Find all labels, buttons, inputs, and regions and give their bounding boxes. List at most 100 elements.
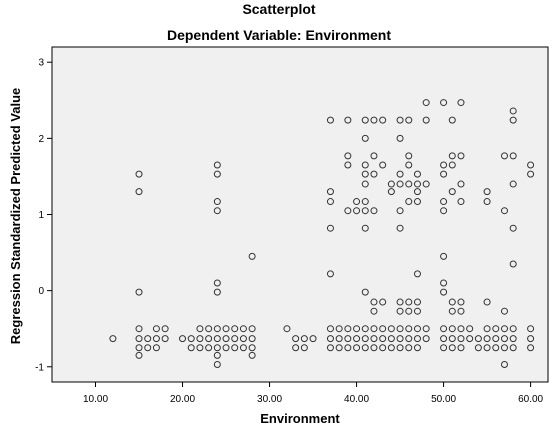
y-tick-label: 1 xyxy=(38,210,44,221)
data-point xyxy=(396,224,404,232)
data-point xyxy=(370,335,378,343)
data-point xyxy=(483,344,491,352)
data-point xyxy=(405,325,413,333)
data-point xyxy=(361,224,369,232)
y-tick-label: -1 xyxy=(35,362,44,373)
data-point xyxy=(213,344,221,352)
data-point xyxy=(396,116,404,124)
data-point xyxy=(413,188,421,196)
data-point xyxy=(361,116,369,124)
x-axis-title: Environment xyxy=(260,411,340,426)
data-point xyxy=(387,188,395,196)
data-point xyxy=(457,152,465,160)
data-point xyxy=(509,116,517,124)
data-point xyxy=(187,344,195,352)
data-point xyxy=(413,198,421,206)
data-point xyxy=(457,344,465,352)
data-point xyxy=(213,198,221,206)
data-point xyxy=(379,335,387,343)
data-point xyxy=(353,198,361,206)
data-point xyxy=(396,298,404,306)
data-point xyxy=(361,335,369,343)
data-point xyxy=(292,344,300,352)
data-point xyxy=(370,307,378,315)
data-point xyxy=(405,116,413,124)
y-axis: -1 0 1 2 3 xyxy=(35,58,52,373)
data-point xyxy=(213,207,221,215)
data-point xyxy=(161,335,169,343)
data-point xyxy=(361,161,369,169)
data-point xyxy=(361,207,369,215)
data-point xyxy=(457,99,465,107)
data-point xyxy=(135,325,143,333)
data-point xyxy=(422,99,430,107)
data-point xyxy=(500,307,508,315)
data-point xyxy=(509,152,517,160)
data-point xyxy=(527,325,535,333)
data-point xyxy=(213,279,221,287)
data-point xyxy=(405,161,413,169)
data-point xyxy=(440,252,448,260)
data-point xyxy=(396,335,404,343)
data-point xyxy=(300,335,308,343)
data-point xyxy=(457,307,465,315)
data-point xyxy=(492,344,500,352)
data-point xyxy=(370,170,378,178)
data-point xyxy=(344,152,352,160)
data-point xyxy=(500,344,508,352)
data-point xyxy=(422,325,430,333)
data-point xyxy=(361,344,369,352)
data-point xyxy=(135,188,143,196)
data-point xyxy=(135,335,143,343)
data-point xyxy=(413,298,421,306)
data-point xyxy=(309,335,317,343)
data-point xyxy=(231,335,239,343)
data-point xyxy=(213,351,221,359)
data-point xyxy=(474,344,482,352)
data-point xyxy=(440,288,448,296)
data-point xyxy=(231,344,239,352)
data-point xyxy=(448,307,456,315)
y-tick-label: 3 xyxy=(38,58,44,69)
plot-area xyxy=(51,46,549,383)
data-point xyxy=(448,298,456,306)
data-point xyxy=(457,335,465,343)
data-point xyxy=(492,335,500,343)
data-point xyxy=(448,152,456,160)
data-point xyxy=(326,198,334,206)
data-point xyxy=(413,344,421,352)
data-point xyxy=(152,344,160,352)
data-point xyxy=(353,325,361,333)
data-point xyxy=(509,107,517,115)
data-point xyxy=(387,180,395,188)
data-point xyxy=(205,335,213,343)
data-point xyxy=(213,161,221,169)
chart-title: Scatterplot xyxy=(242,1,315,17)
data-point xyxy=(413,180,421,188)
data-point xyxy=(361,134,369,142)
data-point xyxy=(396,180,404,188)
data-point xyxy=(335,344,343,352)
data-point xyxy=(405,298,413,306)
data-point xyxy=(326,344,334,352)
data-point xyxy=(239,335,247,343)
data-point xyxy=(335,325,343,333)
data-point xyxy=(326,325,334,333)
data-point xyxy=(379,325,387,333)
data-point xyxy=(152,325,160,333)
data-point xyxy=(248,325,256,333)
data-point xyxy=(109,335,117,343)
data-point xyxy=(474,335,482,343)
data-point xyxy=(483,298,491,306)
data-point xyxy=(440,325,448,333)
data-point xyxy=(379,116,387,124)
data-point xyxy=(483,188,491,196)
data-point xyxy=(527,335,535,343)
data-point xyxy=(326,270,334,278)
data-point xyxy=(179,335,187,343)
data-point xyxy=(196,325,204,333)
data-point xyxy=(292,335,300,343)
data-point xyxy=(466,335,474,343)
data-point xyxy=(422,180,430,188)
data-point xyxy=(379,344,387,352)
